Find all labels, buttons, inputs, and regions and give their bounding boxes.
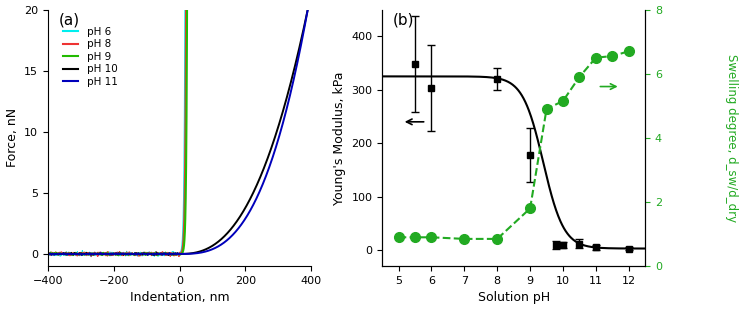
Y-axis label: Young's Modulus, kPa: Young's Modulus, kPa [333,71,346,205]
Text: (a): (a) [59,12,80,27]
Y-axis label: Swelling degree, d_sw/d_dry: Swelling degree, d_sw/d_dry [725,54,739,222]
Y-axis label: Force, nN: Force, nN [5,108,19,167]
Legend: pH 6, pH 8, pH 9, pH 10, pH 11: pH 6, pH 8, pH 9, pH 10, pH 11 [59,22,121,91]
X-axis label: Indentation, nm: Indentation, nm [129,291,229,304]
Text: (b): (b) [393,12,414,27]
X-axis label: Solution pH: Solution pH [478,291,550,304]
